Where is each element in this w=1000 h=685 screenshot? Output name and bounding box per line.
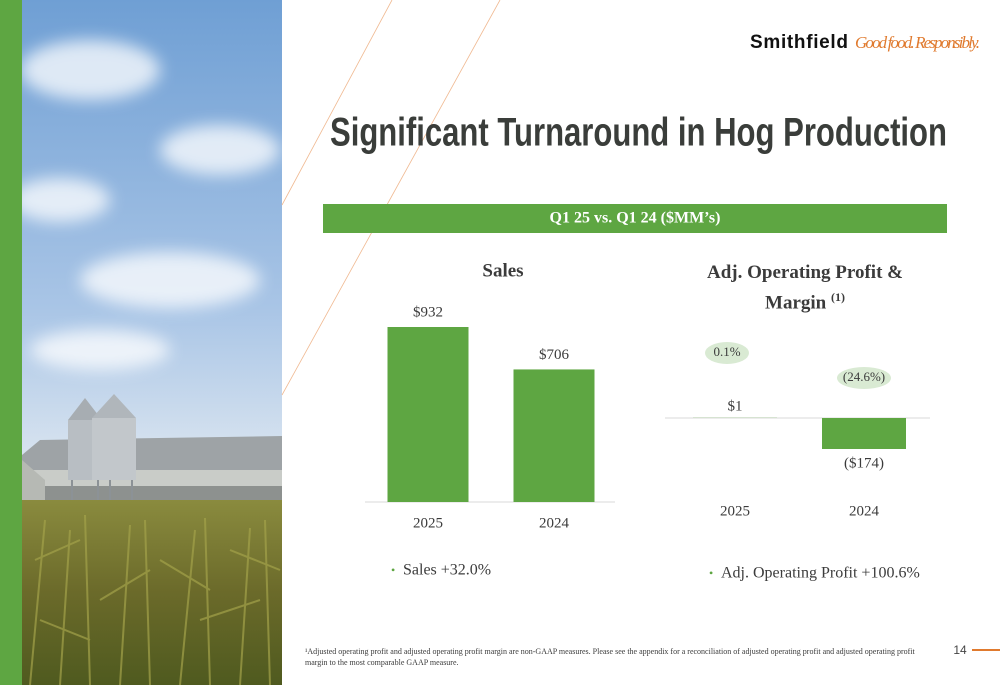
x-tick-label: 2025 [720,503,750,519]
slide-title: Significant Turnaround in Hog Production [330,111,947,155]
photo [10,0,282,685]
value-label: $932 [413,304,443,320]
banner [323,204,947,233]
x-tick-label: 2024 [849,503,880,519]
bar [822,418,906,449]
logo-tagline: Good food. Responsibly. [855,33,980,52]
title-note: (1) [830,290,845,304]
page-number: 14 [953,643,967,657]
banner-text: Q1 25 vs. Q1 24 ($MM’s) [550,210,721,227]
bullet-note: Sales +32.0% [403,562,491,579]
value-label: $706 [539,347,570,363]
footnote: ¹Adjusted operating profit and adjusted … [305,647,915,667]
logo-brand: Smithfield [750,32,848,53]
side-stripe [0,0,22,685]
x-tick-label: 2025 [413,515,443,531]
bar [513,369,595,502]
value-label: $1 [728,398,743,414]
bullet: • [391,563,395,577]
margin-label: 0.1% [713,344,740,359]
x-tick-label: 2024 [539,515,570,531]
chart-title-text: Adj. Operating Profit & Margin [707,262,903,314]
chart-title: Adj. Operating Profit & Margin (1) [690,260,920,315]
bullet: • [709,566,713,580]
margin-bubble [705,342,749,364]
bar [387,327,469,502]
value-label: ($174) [844,455,884,471]
chart-title: Sales [482,260,523,281]
bullet-note: Adj. Operating Profit +100.6% [721,565,920,582]
margin-bubble [837,367,891,389]
decor-lines [281,0,501,396]
margin-label: (24.6%) [843,369,885,384]
